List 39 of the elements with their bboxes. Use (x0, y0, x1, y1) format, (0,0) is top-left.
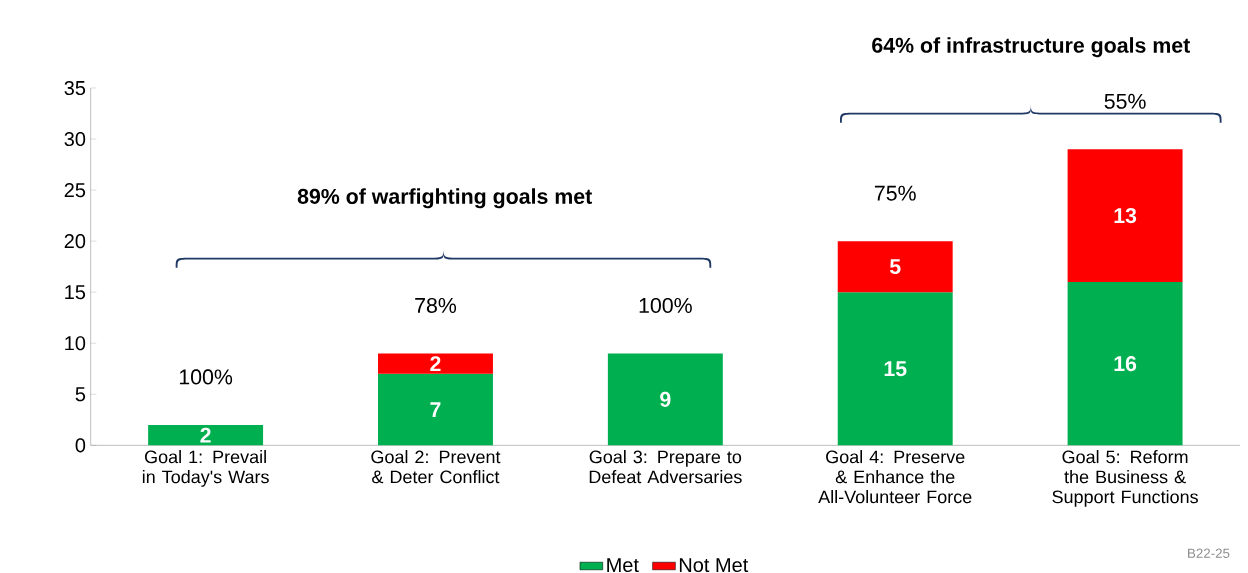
x-tick-label: Goal 3: Prepare to Defeat Adversaries (589, 449, 742, 484)
bar (837, 292, 953, 446)
annotation: 55% (1104, 93, 1146, 109)
bar (1067, 149, 1183, 282)
y-tick-label: 25 (64, 182, 86, 198)
x-tick-label: Goal 4: Preserve & Enhance the All-Volunteer Force (818, 449, 972, 504)
bar (607, 353, 723, 446)
annotation: 100% (639, 297, 692, 313)
x-tick-label: Goal 5: Reform the Business & Support Functions (1052, 449, 1198, 507)
data-label: 16 (1114, 355, 1137, 372)
bar (1067, 281, 1183, 446)
annotation: 78% (415, 297, 457, 313)
text: 64% of infrastructure goals met (872, 37, 1190, 57)
bar (837, 240, 953, 293)
y-tick-label: 5 (75, 387, 86, 402)
data-label: 9 (660, 391, 671, 407)
data-label: 5 (889, 259, 901, 274)
y-tick-label: 35 (64, 80, 86, 95)
data-label: 7 (430, 402, 441, 417)
text: B22-25 (1188, 548, 1230, 558)
y-tick-label: 10 (65, 335, 86, 351)
y-tick-label: 20 (64, 233, 86, 249)
legend-label: Not Met (679, 557, 749, 572)
annotation: 100% (179, 369, 233, 385)
bar (148, 424, 264, 446)
data-label: 15 (884, 361, 907, 377)
y-tick-label: 15 (65, 285, 86, 299)
x-tick-label: Goal 1: Prevail in Today's Wars (142, 449, 269, 487)
annotation: 89% of warfighting goals met (297, 188, 592, 209)
bar (378, 353, 493, 374)
data-label: 2 (430, 356, 441, 371)
x-tick-label: Goal 2: Prevent & Deter Conflict (371, 449, 501, 484)
annotation: 75% (874, 185, 916, 201)
y-tick-label: 0 (75, 438, 86, 453)
y-tick-label: 30 (64, 131, 86, 146)
data-label: 2 (200, 427, 211, 443)
data-label: 13 (1114, 207, 1137, 224)
bar (378, 373, 493, 446)
legend-label: Met (607, 557, 639, 572)
